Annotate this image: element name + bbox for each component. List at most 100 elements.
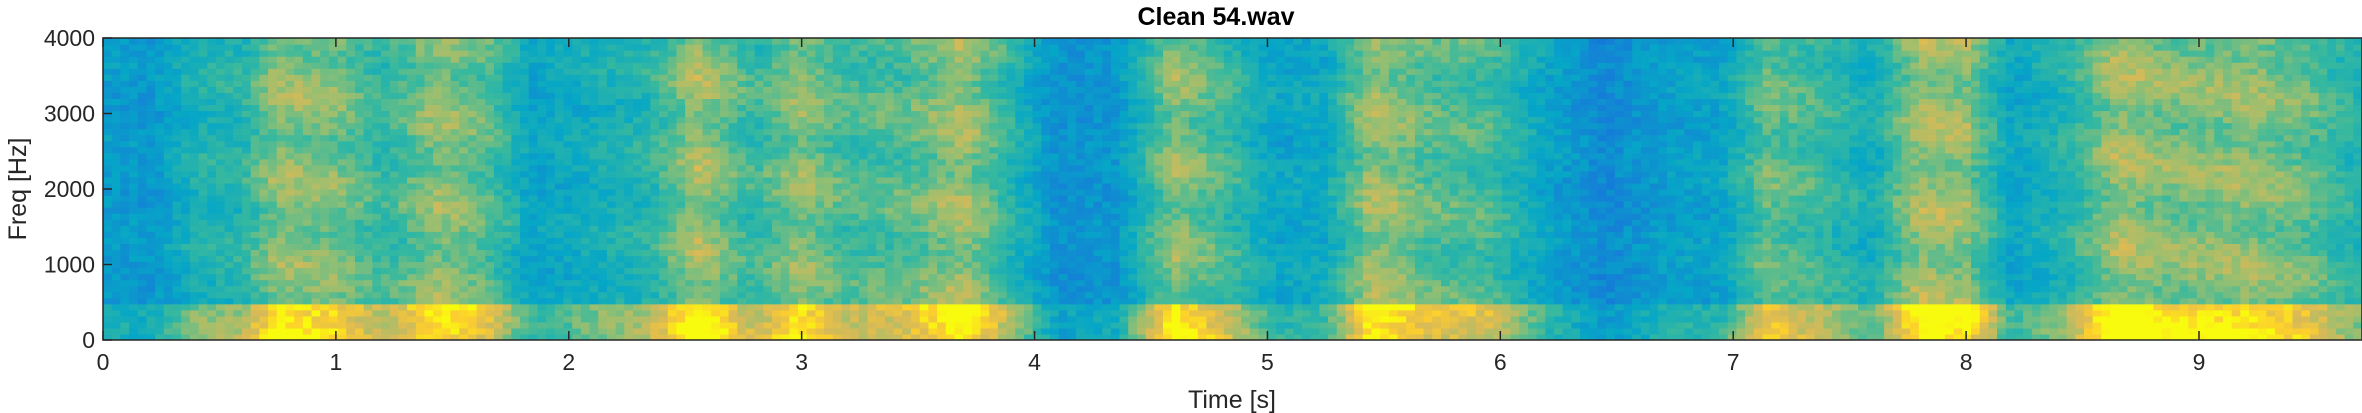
heatmap-cell bbox=[554, 122, 565, 130]
heatmap-cell bbox=[163, 152, 174, 160]
heatmap-cell bbox=[163, 243, 174, 250]
heatmap-cell bbox=[937, 92, 947, 99]
heatmap-cell bbox=[606, 86, 617, 93]
heatmap-cell bbox=[268, 321, 278, 329]
heatmap-cell bbox=[493, 104, 504, 112]
heatmap-cell bbox=[493, 327, 504, 335]
heatmap-cell bbox=[250, 231, 260, 238]
heatmap-cell bbox=[806, 152, 817, 160]
heatmap-cell bbox=[155, 122, 165, 130]
heatmap-cell bbox=[311, 285, 321, 293]
heatmap-cell bbox=[693, 152, 704, 160]
heatmap-cell bbox=[685, 219, 695, 226]
heatmap-cell bbox=[702, 122, 712, 130]
heatmap-cell bbox=[589, 74, 599, 81]
heatmap-cell bbox=[659, 38, 669, 45]
heatmap-cell bbox=[242, 164, 252, 172]
heatmap-cell bbox=[554, 116, 565, 124]
heatmap-cell bbox=[337, 267, 347, 275]
heatmap-cell bbox=[493, 189, 504, 196]
heatmap-cell bbox=[806, 273, 817, 281]
heatmap-cell bbox=[719, 44, 730, 51]
heatmap-cell bbox=[137, 38, 148, 45]
heatmap-cell bbox=[850, 44, 860, 51]
heatmap-cell bbox=[363, 110, 373, 118]
heatmap-cell bbox=[459, 273, 469, 281]
heatmap-cell bbox=[181, 273, 191, 281]
heatmap-cell bbox=[902, 170, 912, 178]
heatmap-cell bbox=[589, 56, 599, 63]
heatmap-cell bbox=[685, 98, 695, 106]
heatmap-cell bbox=[424, 140, 434, 148]
heatmap-cell bbox=[876, 273, 886, 281]
heatmap-cell bbox=[346, 249, 356, 257]
heatmap-cell bbox=[624, 110, 634, 118]
heatmap-cell bbox=[215, 134, 226, 142]
heatmap-cell bbox=[798, 291, 808, 299]
heatmap-cell bbox=[650, 201, 660, 208]
heatmap-cell bbox=[563, 164, 573, 172]
heatmap-cell bbox=[294, 62, 304, 69]
heatmap-cell bbox=[902, 122, 912, 130]
heatmap-cell bbox=[737, 303, 747, 311]
heatmap-cell bbox=[302, 327, 313, 335]
heatmap-cell bbox=[276, 285, 287, 293]
heatmap-cell bbox=[815, 128, 825, 136]
heatmap-cell bbox=[685, 261, 695, 269]
heatmap-cell bbox=[963, 86, 973, 93]
heatmap-cell bbox=[772, 249, 782, 257]
heatmap-cell bbox=[381, 207, 391, 214]
heatmap-cell bbox=[163, 176, 174, 184]
heatmap-cell bbox=[259, 110, 269, 118]
heatmap-cell bbox=[250, 176, 260, 184]
heatmap-cell bbox=[945, 327, 956, 335]
heatmap-cell bbox=[381, 56, 391, 63]
heatmap-cell bbox=[858, 207, 869, 214]
heatmap-cell bbox=[433, 110, 443, 118]
heatmap-cell bbox=[737, 170, 747, 178]
heatmap-cell bbox=[919, 164, 930, 172]
heatmap-cell bbox=[520, 315, 530, 323]
heatmap-cell bbox=[754, 273, 764, 281]
heatmap-cell bbox=[928, 285, 938, 293]
heatmap-cell bbox=[103, 333, 113, 340]
heatmap-cell bbox=[650, 164, 660, 172]
heatmap-cell bbox=[459, 176, 469, 184]
heatmap-cell bbox=[763, 201, 773, 208]
heatmap-cell bbox=[754, 285, 764, 293]
heatmap-cell bbox=[580, 56, 591, 63]
heatmap-cell bbox=[320, 38, 330, 45]
heatmap-cell bbox=[337, 134, 347, 142]
heatmap-cell bbox=[745, 164, 756, 172]
heatmap-cell bbox=[546, 122, 556, 130]
heatmap-cell bbox=[485, 170, 495, 178]
heatmap-cell bbox=[806, 237, 817, 244]
heatmap-cell bbox=[224, 285, 234, 293]
heatmap-cell bbox=[754, 128, 764, 136]
heatmap-cell bbox=[511, 50, 521, 57]
heatmap-cell bbox=[911, 146, 921, 154]
heatmap-cell bbox=[954, 255, 964, 263]
heatmap-cell bbox=[945, 176, 956, 184]
heatmap-cell bbox=[850, 176, 860, 184]
heatmap-cell bbox=[198, 116, 208, 124]
heatmap-cell bbox=[554, 333, 565, 340]
heatmap-cell bbox=[928, 74, 938, 81]
heatmap-cell bbox=[754, 255, 764, 263]
heatmap-cell bbox=[850, 249, 860, 257]
heatmap-cell bbox=[207, 231, 217, 238]
heatmap-cell bbox=[163, 164, 174, 172]
heatmap-cell bbox=[928, 237, 938, 244]
heatmap-cell bbox=[103, 74, 113, 81]
heatmap-cell bbox=[945, 321, 956, 329]
heatmap-cell bbox=[502, 164, 512, 172]
heatmap-cell bbox=[372, 297, 382, 305]
heatmap-cell bbox=[311, 195, 321, 202]
heatmap-cell bbox=[858, 110, 869, 118]
heatmap-cell bbox=[285, 116, 295, 124]
heatmap-cell bbox=[589, 152, 599, 160]
heatmap-cell bbox=[780, 44, 790, 51]
heatmap-cell bbox=[780, 146, 790, 154]
heatmap-cell bbox=[389, 213, 400, 220]
heatmap-cell bbox=[520, 38, 530, 45]
